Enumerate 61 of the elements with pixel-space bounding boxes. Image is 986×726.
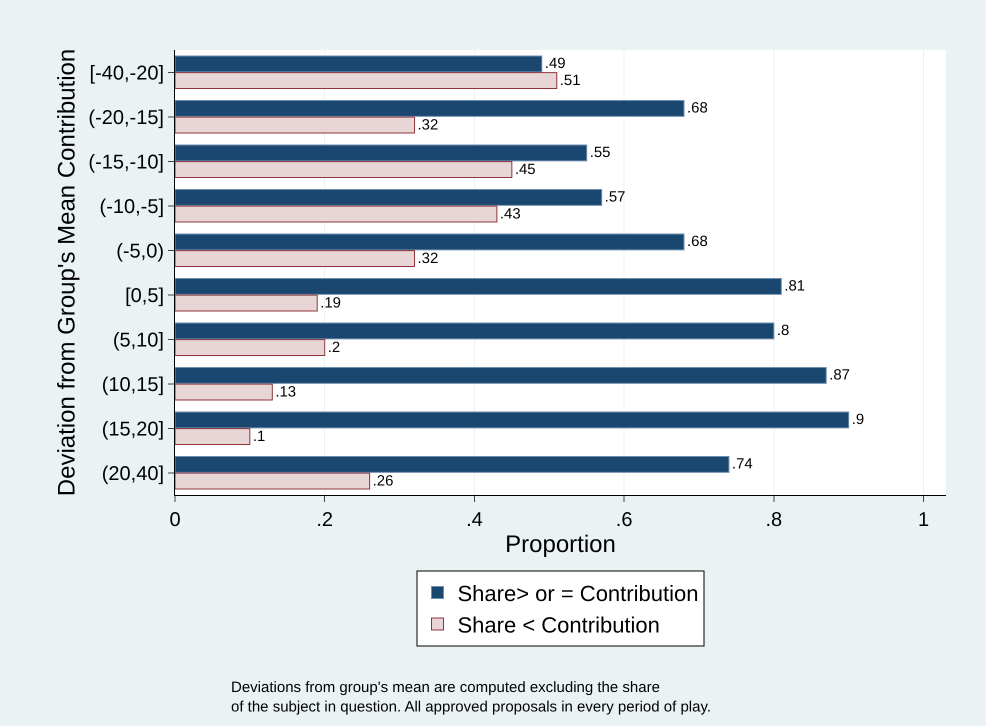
- y-axis-title: Deviation from Group's Mean Contribution: [54, 48, 81, 496]
- legend-label: Share> or = Contribution: [458, 581, 698, 606]
- text: Deviations from group's mean are computed excluding the share of the subject in question. All approved proposals in every period of play.: [231, 679, 712, 716]
- data-label: .49: [544, 56, 566, 72]
- data-label: .74: [732, 456, 753, 473]
- data-label: .2: [328, 340, 340, 356]
- bar: [175, 339, 326, 356]
- bar: [175, 294, 318, 312]
- bar: [175, 322, 774, 340]
- y-tick-label: [-40,-20]: [90, 62, 164, 84]
- data-label: .51: [560, 72, 580, 89]
- y-tick-label: (20,40]: [102, 462, 164, 485]
- bar: [175, 250, 416, 268]
- y-tick-label: (10,15]: [102, 374, 164, 396]
- bar: [175, 428, 250, 446]
- bar: [175, 72, 558, 90]
- bar: [175, 278, 782, 295]
- bar: [175, 472, 370, 490]
- data-label: .1: [252, 428, 266, 445]
- bar: [175, 206, 498, 223]
- data-label: .68: [687, 234, 708, 250]
- y-tick-label: (-5,0): [116, 240, 164, 262]
- bar: [175, 366, 827, 384]
- data-label: .68: [687, 100, 708, 117]
- data-label: .45: [514, 162, 536, 178]
- data-label: .81: [784, 278, 806, 295]
- x-tick-label: 1: [918, 509, 930, 531]
- data-label: .32: [418, 117, 438, 134]
- y-tick-label: (15,20]: [102, 418, 164, 440]
- y-tick-label: (-10,-5]: [100, 196, 164, 218]
- legend-label: Share < Contribution: [458, 612, 660, 638]
- bar: [175, 100, 685, 117]
- data-label: .8: [776, 323, 790, 340]
- data-label: .13: [275, 384, 296, 400]
- y-tick-label: [0,5]: [125, 284, 164, 307]
- data-label: .32: [418, 250, 438, 267]
- data-label: .57: [604, 190, 626, 206]
- data-label: .43: [500, 206, 521, 222]
- bar: [175, 233, 685, 250]
- bar: [175, 384, 273, 401]
- data-label: .9: [852, 412, 864, 428]
- bar: [175, 411, 850, 428]
- bar: [175, 144, 588, 162]
- y-tick-label: (5,10]: [112, 329, 164, 352]
- data-label: .19: [320, 295, 341, 312]
- data-label: .55: [590, 145, 610, 162]
- x-tick-label: .4: [466, 509, 483, 531]
- data-label: .87: [829, 368, 850, 384]
- bar: [175, 55, 542, 72]
- y-tick-label: (-15,-10]: [88, 151, 164, 174]
- x-tick-label: 0: [169, 509, 181, 531]
- x-tick-label: .8: [765, 509, 782, 531]
- bar: [175, 116, 416, 134]
- x-tick-label: .6: [616, 509, 632, 531]
- bar: [175, 456, 730, 473]
- x-axis-title: Proportion: [505, 531, 616, 558]
- y-tick-label: (-20,-15]: [88, 106, 164, 129]
- data-label: .26: [372, 473, 394, 490]
- bar: [175, 188, 602, 206]
- bar: [175, 161, 512, 178]
- x-tick-label: .2: [316, 509, 334, 531]
